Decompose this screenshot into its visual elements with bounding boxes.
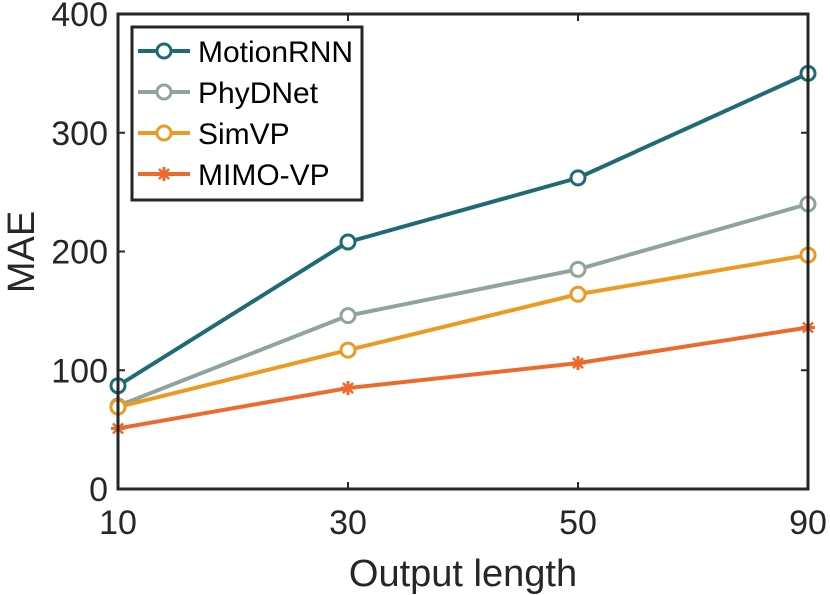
legend-box: [130, 25, 364, 202]
series-phydnet: [109, 195, 817, 415]
y-axis-label: MAE: [1, 211, 43, 293]
legend-item-phydnet: PhyDNet: [138, 77, 319, 110]
plot-frame: [116, 12, 810, 491]
series-line-mimo-vp: [117, 325, 809, 431]
legend: MotionRNN PhyDNet SimVP MIMO-VP: [130, 25, 364, 202]
legend-marker: [155, 42, 173, 60]
x-tick-label: 90: [789, 504, 827, 542]
y-tick-label: 300: [51, 115, 108, 153]
x-tick-label: 50: [559, 504, 597, 542]
y-tick-label: 400: [51, 0, 108, 34]
data-point-simvp: [569, 285, 587, 303]
legend-item-mimo-vp: MIMO-VP: [138, 159, 330, 192]
series-line-simvp: [117, 253, 809, 410]
legend-marker: [157, 167, 171, 181]
legend-item-motionrnn: MotionRNN: [138, 36, 353, 69]
data-point-phydnet: [569, 260, 587, 278]
x-tick-label: 30: [329, 504, 367, 542]
series-mimo-vp: [111, 320, 815, 436]
data-point-simvp: [339, 341, 357, 359]
y-tick-label: 0: [89, 471, 108, 509]
x-axis-ticks: 10 30 50 90: [99, 14, 827, 542]
legend-label: MIMO-VP: [198, 159, 330, 192]
y-axis-ticks: 0 100 200 300 400: [51, 0, 808, 509]
data-point-motionrnn: [339, 233, 357, 251]
y-tick-label: 100: [51, 352, 108, 390]
legend-item-simvp: SimVP: [138, 118, 290, 151]
legend-marker: [155, 83, 173, 101]
series-line-motionrnn: [116, 71, 809, 388]
legend-label: SimVP: [198, 118, 290, 151]
x-axis-label: Output length: [349, 553, 577, 595]
series-line-phydnet: [117, 202, 809, 408]
data-point-mimo-vp: [571, 356, 585, 371]
data-point-mimo-vp: [341, 381, 355, 396]
series-simvp: [109, 246, 817, 416]
data-point-motionrnn: [569, 169, 587, 187]
legend-marker: [155, 124, 173, 142]
y-tick-label: 200: [51, 234, 108, 272]
data-point-phydnet: [339, 307, 357, 325]
legend-label: MotionRNN: [198, 36, 353, 69]
x-tick-label: 10: [99, 504, 137, 542]
legend-label: PhyDNet: [198, 77, 319, 110]
series-layer: [109, 64, 817, 436]
